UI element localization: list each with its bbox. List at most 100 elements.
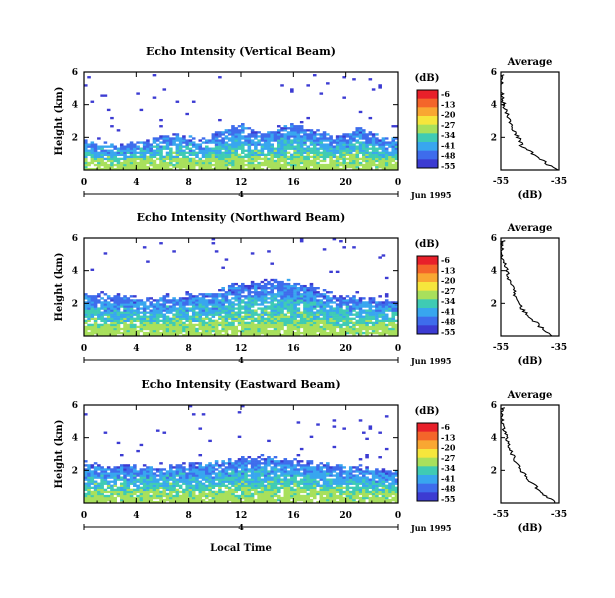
heatmap-cell [198,147,203,150]
heatmap-cell [309,161,314,165]
heatmap-cell [90,323,95,327]
heatmap-cell [123,297,127,300]
heatmap-cell [286,333,291,337]
heatmap-cell [126,329,131,333]
heatmap-cell [326,137,330,140]
heatmap-cell [224,137,229,140]
heatmap-cell [208,295,212,298]
heatmap-cell [146,474,150,477]
heatmap-cell [142,159,147,163]
heatmap-cell [123,323,127,327]
heatmap-cell [195,329,199,333]
heatmap-cell [218,118,222,122]
heatmap-cell [152,496,157,500]
heatmap-cell [152,165,157,169]
heatmap-cell [146,260,150,263]
heatmap-cell [87,317,91,320]
heatmap-cell [162,431,167,434]
heatmap-cell [247,305,252,308]
heatmap-cell [339,143,343,146]
heatmap-cell [241,466,245,469]
heatmap-cell [273,498,278,502]
heatmap-cell [178,486,183,490]
heatmap-cell [296,153,301,157]
heatmap-cell [303,484,307,487]
heatmap-cell [293,165,297,169]
heatmap-cell [231,293,235,296]
heatmap-cell [198,323,203,327]
heatmap-cell [312,490,317,494]
heatmap-cell [165,145,170,148]
heatmap-cell [172,143,176,146]
heatmap-cell [221,319,225,323]
heatmap-cell [205,159,209,163]
heatmap-cell [293,464,297,467]
heatmap-cell [309,319,314,323]
heatmap-cell [195,462,199,465]
heatmap-cell [116,157,121,161]
heatmap-cell [276,460,281,463]
heatmap-cell [149,470,153,473]
heatmap-cell [352,333,356,337]
heatmap-cell [316,311,320,314]
heatmap-cell [227,323,232,327]
heatmap-cell [100,329,104,333]
heatmap-cell [113,500,118,504]
heatmap-cell [201,413,206,416]
heatmap-cell [169,325,173,329]
heatmap-cell [100,486,104,490]
heatmap-cell [214,325,219,329]
heatmap-cell [276,462,281,465]
heatmap-cell [335,145,340,148]
heatmap-cell [218,141,222,144]
heatmap-cell [303,289,307,292]
heatmap-cell [391,159,396,163]
heatmap-cell [139,167,144,171]
heatmap-cell [283,155,288,159]
heatmap-cell [139,496,144,500]
heatmap-cell [205,317,209,320]
heatmap-cell [231,500,235,504]
heatmap-cell [129,492,134,496]
heatmap-cell [146,147,150,150]
heatmap-cell [224,325,229,329]
heatmap-cell [290,127,294,130]
heatmap-cell [218,155,222,159]
heatmap-cell [306,472,310,475]
heatmap-cell [169,321,173,325]
heatmap-cell [195,161,199,165]
heatmap-cell [224,293,229,296]
heatmap-cell [280,482,284,485]
heatmap-cell [208,317,212,320]
heatmap-cell [335,472,340,475]
heatmap-cell [119,468,124,471]
heatmap-cell [84,333,88,337]
heatmap-cell [119,488,124,492]
heatmap-cell [384,303,389,306]
heatmap-cell [267,291,271,294]
heatmap-cell [365,149,369,152]
heatmap-cell [342,319,346,323]
heatmap-cell [146,482,150,485]
heatmap-cell [136,478,140,481]
heatmap-cell [155,165,160,169]
heatmap-cell [221,289,225,292]
heatmap-cell [358,143,363,146]
heatmap-cell [293,478,297,481]
heatmap-cell [113,476,118,479]
heatmap-cell [234,291,239,294]
heatmap-cell [133,498,137,502]
heatmap-cell [155,429,160,432]
heatmap-cell [332,470,337,473]
heatmap-cell [133,472,137,475]
heatmap-cell [276,333,281,337]
heatmap-cell [106,108,111,112]
heatmap-cell [352,331,356,335]
heatmap-cell [116,301,121,304]
heatmap-cell [267,474,271,477]
heatmap-cell [247,161,252,165]
heatmap-cell [129,470,134,473]
heatmap-cell [381,301,386,304]
heatmap-cell [260,307,265,310]
heatmap-cell [172,313,176,316]
